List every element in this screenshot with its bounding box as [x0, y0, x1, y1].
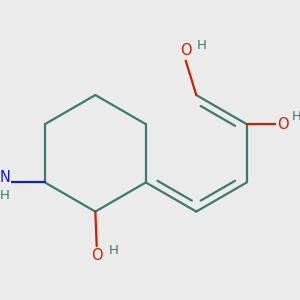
Text: N: N — [0, 169, 11, 184]
Text: O: O — [180, 43, 191, 58]
Text: H: H — [292, 110, 300, 123]
Text: O: O — [277, 117, 288, 132]
Text: H: H — [196, 39, 206, 52]
Text: O: O — [91, 248, 103, 263]
Text: H: H — [109, 244, 119, 257]
Text: H: H — [0, 189, 10, 202]
